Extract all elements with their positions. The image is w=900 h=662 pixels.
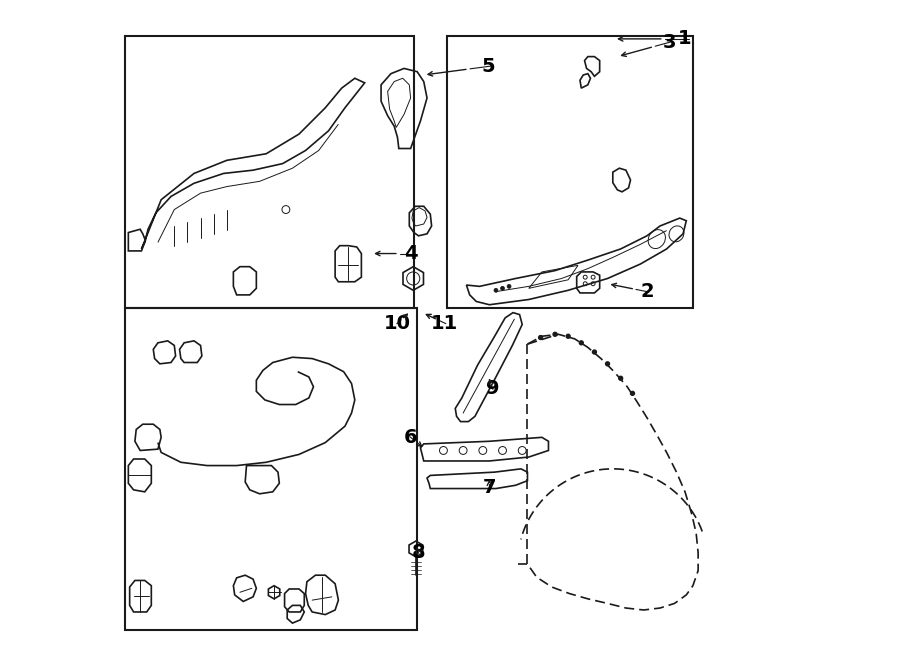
Circle shape: [500, 287, 505, 291]
Circle shape: [538, 336, 543, 340]
Circle shape: [606, 362, 609, 366]
Circle shape: [494, 289, 498, 292]
Text: 10: 10: [384, 314, 411, 332]
Text: 6: 6: [404, 428, 418, 447]
Bar: [446, 36, 693, 308]
Text: 4: 4: [404, 244, 418, 263]
Text: 7: 7: [482, 478, 496, 496]
Circle shape: [580, 341, 583, 345]
Bar: [125, 36, 414, 308]
Text: 2: 2: [640, 282, 653, 301]
Text: 11: 11: [431, 314, 458, 332]
Text: 8: 8: [411, 544, 426, 563]
Circle shape: [566, 334, 570, 338]
Circle shape: [554, 332, 557, 336]
Text: 3: 3: [663, 32, 677, 52]
Text: 5: 5: [482, 57, 495, 76]
Text: 1: 1: [679, 29, 692, 48]
Circle shape: [631, 391, 634, 395]
Bar: [125, 308, 418, 630]
Circle shape: [507, 285, 511, 289]
Circle shape: [592, 350, 597, 354]
Circle shape: [618, 376, 623, 380]
Text: 9: 9: [486, 379, 500, 399]
